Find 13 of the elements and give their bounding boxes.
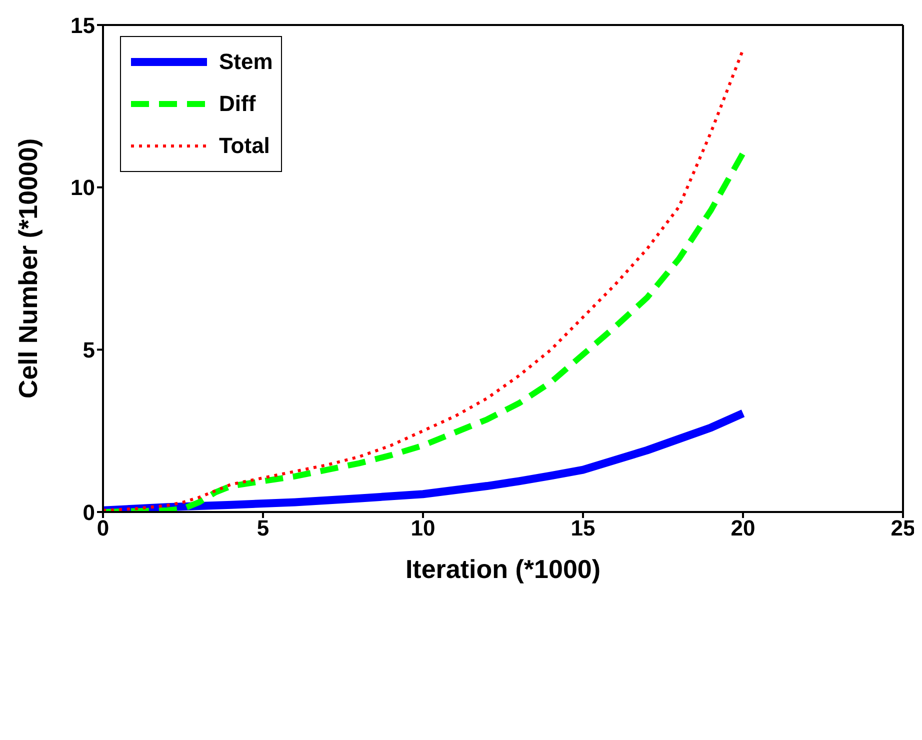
y-tick-label: 0	[82, 500, 95, 525]
x-tick-label: 20	[730, 516, 756, 541]
y-tick-label: 15	[70, 12, 95, 38]
y-tick-label: 10	[70, 175, 95, 200]
legend-label: Diff	[219, 91, 256, 117]
x-tick-label: 10	[410, 516, 436, 541]
y-tick-label: 5	[82, 337, 95, 362]
x-tick-label: 5	[256, 516, 270, 541]
legend-label: Total	[219, 133, 270, 159]
legend-label: Stem	[219, 49, 273, 75]
y-axis-title: Cell Number (*10000)	[13, 138, 44, 398]
x-axis-title: Iteration (*1000)	[405, 554, 601, 584]
x-tick-label: 15	[570, 516, 596, 541]
